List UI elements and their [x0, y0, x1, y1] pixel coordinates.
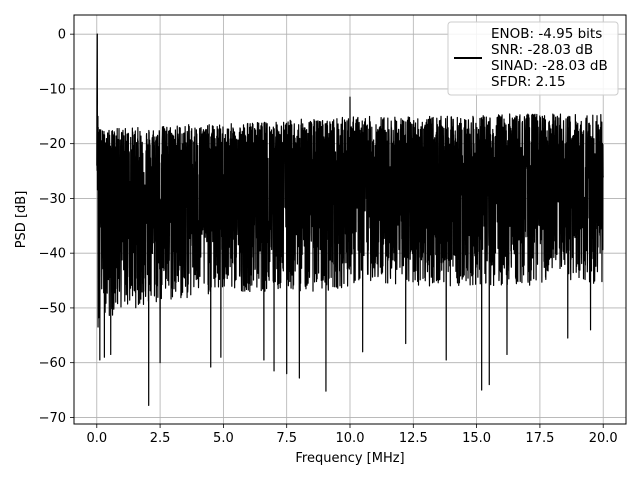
x-tick-label: 17.5	[525, 431, 554, 446]
y-axis-ticks: 0 −10 −20 −30 −40 −50 −60 −70	[39, 28, 74, 426]
y-tick-label: −70	[39, 411, 66, 426]
x-tick-label: 5.0	[213, 431, 234, 446]
psd-series-line	[96, 33, 604, 406]
x-tick-label: 15.0	[462, 431, 491, 446]
x-axis-label: Frequency [MHz]	[295, 451, 404, 466]
x-tick-label: 7.5	[276, 431, 297, 446]
y-tick-label: −10	[39, 82, 66, 97]
legend-box	[447, 21, 619, 96]
y-tick-label: −50	[39, 301, 66, 316]
y-tick-label: 0	[58, 28, 66, 43]
legend-line-snr: SNR: -28.03 dB	[491, 42, 593, 58]
legend: ENOB: -4.95 bits SNR: -28.03 dB SINAD: -…	[447, 21, 619, 96]
legend-line-enob: ENOB: -4.95 bits	[491, 26, 602, 42]
x-tick-label: 0.0	[86, 431, 107, 446]
y-tick-label: −20	[39, 137, 66, 152]
x-tick-label: 12.5	[399, 431, 428, 446]
x-tick-label: 20.0	[589, 431, 618, 446]
y-tick-label: −40	[39, 247, 66, 262]
plot-area	[96, 33, 604, 406]
y-tick-label: −30	[39, 192, 66, 207]
legend-line-sinad: SINAD: -28.03 dB	[491, 58, 608, 74]
x-tick-label: 2.5	[150, 431, 171, 446]
y-axis-label: PSD [dB]	[14, 191, 29, 249]
x-axis-ticks: 0.0 2.5 5.0 7.5 10.0 12.5 15.0 17.5 20.0	[86, 424, 618, 446]
legend-line-sfdr: SFDR: 2.15	[491, 74, 566, 90]
x-tick-label: 10.0	[336, 431, 365, 446]
y-tick-label: −60	[39, 356, 66, 371]
